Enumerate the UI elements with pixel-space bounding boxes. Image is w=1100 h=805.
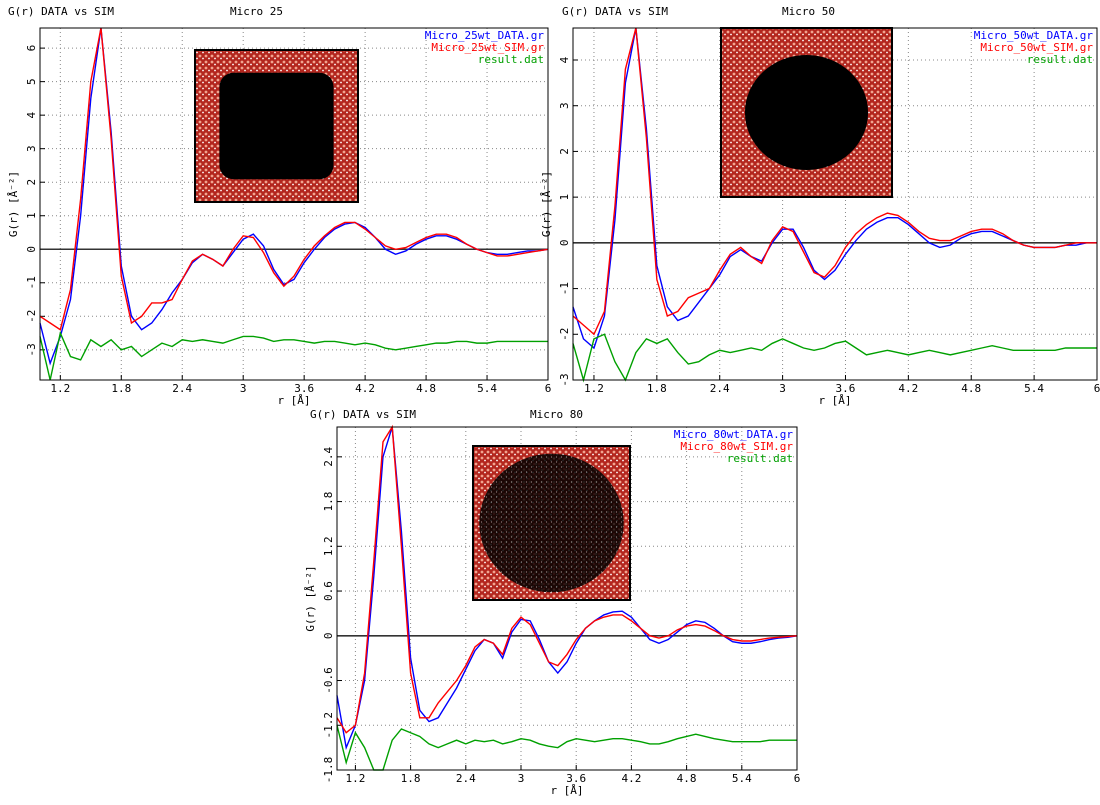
legend-entry: result.dat xyxy=(478,53,544,66)
chart-title: G(r) DATA vs SIM xyxy=(8,5,114,18)
y-tick-label: 2 xyxy=(558,148,571,155)
x-tick-label: 6 xyxy=(794,772,801,785)
legend-entry: Micro_80wt_DATA.gr xyxy=(674,428,794,441)
y-tick-label: -3 xyxy=(25,343,38,356)
y-tick-label: 2 xyxy=(25,179,38,186)
y-tick-label: -1 xyxy=(558,282,571,295)
x-tick-label: 3.6 xyxy=(566,772,586,785)
y-tick-label: -3 xyxy=(558,373,571,386)
x-tick-label: 6 xyxy=(545,382,552,395)
x-tick-label: 3 xyxy=(240,382,247,395)
x-tick-label: 1.8 xyxy=(647,382,667,395)
inset-void xyxy=(219,72,334,180)
plot-frame xyxy=(572,27,1098,381)
x-tick-label: 4.2 xyxy=(621,772,641,785)
x-tick-label: 4.2 xyxy=(355,382,375,395)
y-tick-label: -2 xyxy=(25,310,38,323)
x-axis-label: r [Å] xyxy=(818,394,851,407)
legend-entry: Micro_25wt_SIM.gr xyxy=(431,41,544,54)
x-tick-label: 4.8 xyxy=(677,772,697,785)
y-tick-label: 5 xyxy=(25,78,38,85)
y-tick-label: 1.8 xyxy=(322,492,335,512)
legend-entry: result.dat xyxy=(727,452,793,465)
data-line xyxy=(336,424,798,734)
y-tick-label: -1.8 xyxy=(322,757,335,784)
data-line xyxy=(39,330,548,381)
x-tick-label: 1.8 xyxy=(111,382,131,395)
x-tick-label: 2.4 xyxy=(456,772,476,785)
y-tick-label: -1 xyxy=(25,276,38,289)
x-tick-label: 5.4 xyxy=(477,382,497,395)
y-axis-label: G(r) [Å⁻²] xyxy=(304,565,317,631)
x-tick-label: 1.2 xyxy=(345,772,365,785)
x-axis-label: r [Å] xyxy=(277,394,310,407)
x-tick-label: 1.2 xyxy=(584,382,604,395)
y-tick-label: 0 xyxy=(25,246,38,253)
chart-subtitle: Micro 50 xyxy=(782,5,835,18)
x-axis-label: r [Å] xyxy=(550,784,583,797)
y-tick-label: 0 xyxy=(322,632,335,639)
y-tick-label: 1 xyxy=(558,194,571,201)
x-tick-label: 2.4 xyxy=(710,382,730,395)
y-tick-label: 1.2 xyxy=(322,536,335,556)
y-tick-label: -2 xyxy=(558,328,571,341)
x-tick-label: 5.4 xyxy=(732,772,752,785)
y-tick-label: -0.6 xyxy=(322,667,335,694)
y-tick-label: 1 xyxy=(25,212,38,219)
y-tick-label: -1.2 xyxy=(322,712,335,739)
data-line xyxy=(39,27,549,331)
plot-frame xyxy=(336,426,798,771)
data-line xyxy=(336,725,797,771)
x-tick-label: 4.2 xyxy=(898,382,918,395)
x-tick-label: 4.8 xyxy=(416,382,436,395)
chart-subtitle: Micro 25 xyxy=(230,5,283,18)
y-tick-label: 2.4 xyxy=(322,447,335,467)
chart-subtitle: Micro 80 xyxy=(530,408,583,421)
chart-title: G(r) DATA vs SIM xyxy=(310,408,416,421)
plot-frame xyxy=(39,27,549,381)
x-tick-label: 2.4 xyxy=(172,382,192,395)
x-tick-label: 4.8 xyxy=(961,382,981,395)
legend-entry: Micro_50wt_SIM.gr xyxy=(980,41,1093,54)
x-tick-label: 5.4 xyxy=(1024,382,1044,395)
y-tick-label: 0.6 xyxy=(322,581,335,601)
y-axis-label: G(r) [Å⁻²] xyxy=(7,171,20,237)
y-tick-label: 6 xyxy=(25,45,38,52)
y-axis-label: G(r) [Å⁻²] xyxy=(540,171,553,237)
y-tick-label: 4 xyxy=(25,111,38,118)
x-tick-label: 3.6 xyxy=(836,382,856,395)
x-tick-label: 3.6 xyxy=(294,382,314,395)
x-tick-label: 3 xyxy=(518,772,525,785)
chart-title: G(r) DATA vs SIM xyxy=(562,5,668,18)
y-tick-label: 0 xyxy=(558,240,571,247)
data-line xyxy=(572,333,1097,383)
legend-entry: Micro_50wt_DATA.gr xyxy=(974,29,1094,42)
inset-void xyxy=(744,55,869,170)
y-tick-label: 3 xyxy=(25,145,38,152)
y-tick-label: 4 xyxy=(558,56,571,63)
x-tick-label: 1.2 xyxy=(50,382,70,395)
inset-void xyxy=(479,453,624,593)
data-line xyxy=(572,27,1097,336)
y-tick-label: 3 xyxy=(558,102,571,109)
legend-entry: result.dat xyxy=(1027,53,1093,66)
legend-entry: Micro_25wt_DATA.gr xyxy=(425,29,545,42)
x-tick-label: 3 xyxy=(779,382,786,395)
legend-entry: Micro_80wt_SIM.gr xyxy=(680,440,793,453)
x-tick-label: 1.8 xyxy=(401,772,421,785)
x-tick-label: 6 xyxy=(1094,382,1100,395)
